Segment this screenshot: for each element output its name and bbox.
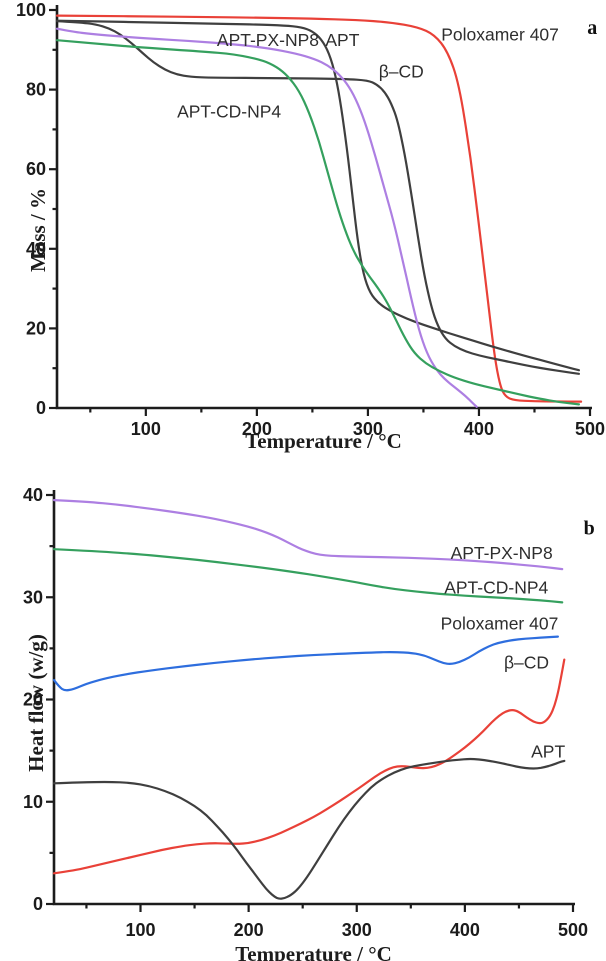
curve-label-poloxamer-407: Poloxamer 407 bbox=[441, 613, 559, 633]
axes-a bbox=[55, 5, 592, 410]
curve-poloxamer-407-b bbox=[52, 635, 559, 692]
y-tick-label: 0 bbox=[36, 398, 46, 418]
y-tick-label: 20 bbox=[26, 318, 46, 338]
x-tick-label: 300 bbox=[342, 920, 372, 940]
y-axis-title: Heat flow (w/g) bbox=[24, 634, 48, 772]
curve-label-poloxamer-407: Poloxamer 407 bbox=[441, 25, 559, 45]
curve-apt-b bbox=[52, 757, 566, 900]
chart-panel-b: 100 200 300 400 500 0 10 20 30 40 Temperature / °C… bbox=[23, 485, 595, 961]
x-axis-title: Temperature / °C bbox=[245, 429, 402, 453]
x-tick-label: 200 bbox=[234, 920, 264, 940]
y-axis-title: Mass / % bbox=[26, 188, 50, 272]
curve-apt-a bbox=[55, 19, 580, 372]
y-tick-label: 40 bbox=[23, 485, 43, 505]
y-tick-label: 0 bbox=[33, 894, 43, 914]
x-tick-label: 500 bbox=[558, 920, 588, 940]
curve-label-apt-px-np8: APT-PX-NP8 bbox=[451, 543, 553, 563]
x-tick-label: 500 bbox=[575, 419, 605, 439]
curve-label-apt-px-np8: APT-PX-NP8 bbox=[217, 30, 319, 50]
x-tick-label: 300 bbox=[353, 419, 383, 439]
curve-label-cd: β–CD bbox=[504, 653, 549, 673]
curve-label-cd: β–CD bbox=[379, 62, 424, 82]
x-axis-title: Temperature / °C bbox=[235, 942, 392, 961]
panel-label-a: a bbox=[587, 17, 597, 39]
x-tick-label: 100 bbox=[131, 419, 161, 439]
curve-label-apt: APT bbox=[325, 30, 359, 50]
y-tick-label: 80 bbox=[26, 80, 46, 100]
y-tick-label: 100 bbox=[16, 0, 46, 20]
x-tick-label: 400 bbox=[450, 920, 480, 940]
y-tick-label: 20 bbox=[23, 690, 43, 710]
curve-apt-px-np8-b bbox=[52, 499, 564, 571]
curve-cd-b bbox=[52, 658, 566, 875]
x-tick-label: 400 bbox=[464, 419, 494, 439]
curve-apt-cd-np4-a bbox=[55, 39, 580, 406]
curve-apt-cd-np4-b bbox=[52, 548, 564, 604]
curve-label-apt-cd-np4: APT-CD-NP4 bbox=[177, 101, 281, 121]
curve-cd-a bbox=[55, 20, 580, 375]
chart-panel-a: 100 200 300 400 500 0 20 40 60 80 100 Temperature /… bbox=[16, 0, 605, 453]
x-tick-label: 200 bbox=[242, 419, 272, 439]
curve-label-apt-cd-np4: APT-CD-NP4 bbox=[444, 578, 548, 598]
y-tick-label: 30 bbox=[23, 587, 43, 607]
y-tick-label: 40 bbox=[26, 239, 46, 259]
panel-label-b: b bbox=[584, 518, 595, 540]
curve-apt-px-np8-a bbox=[55, 27, 478, 408]
curve-label-apt: APT bbox=[531, 742, 565, 762]
y-tick-label: 60 bbox=[26, 159, 46, 179]
x-tick-label: 100 bbox=[125, 920, 155, 940]
curve-poloxamer-407-a bbox=[55, 14, 583, 403]
y-tick-label: 10 bbox=[23, 792, 43, 812]
